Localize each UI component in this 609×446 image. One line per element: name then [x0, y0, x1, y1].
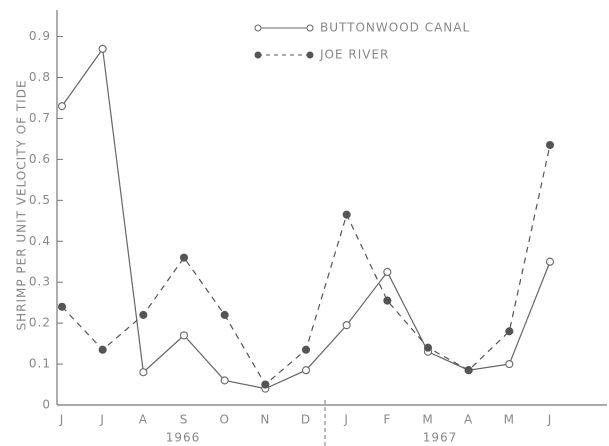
x-tick-label: N [260, 413, 270, 427]
x-tick-label: F [383, 413, 391, 427]
point [342, 321, 351, 330]
x-tick-label: O [219, 413, 229, 427]
x-tick-label: S [180, 413, 189, 427]
x-tick-label: M [504, 413, 515, 427]
x-tick-label: D [301, 413, 311, 427]
x-tick-label: J [59, 413, 65, 427]
point [342, 210, 351, 219]
legend-marker [254, 51, 262, 59]
x-tick-label: A [139, 413, 148, 427]
y-tick-label: 0.9 [29, 29, 51, 43]
point [505, 327, 514, 336]
point [57, 102, 67, 111]
year-label: 1967 [423, 431, 458, 445]
point [505, 360, 514, 369]
y-tick-label: 0.4 [29, 234, 51, 248]
legend-marker [306, 51, 314, 59]
point [545, 257, 555, 266]
point [139, 368, 148, 377]
legend-label: BUTTONWOOD CANAL [320, 21, 470, 35]
y-axis-label: SHRIMP PER UNIT VELOCITY OF TIDE [15, 79, 29, 330]
point [98, 44, 107, 53]
point [301, 366, 311, 375]
y-tick-label: 0.3 [29, 275, 51, 289]
point [57, 302, 67, 311]
legend-marker [254, 24, 262, 32]
series-line [61, 47, 551, 390]
y-tick-label: 0 [42, 398, 51, 412]
point [139, 310, 148, 319]
point [383, 267, 392, 277]
x-tick-label: M [422, 413, 433, 427]
point [98, 345, 107, 354]
point [545, 140, 555, 150]
y-tick-label: 0.8 [29, 70, 51, 84]
y-tick-label: 0.5 [29, 193, 51, 207]
x-tick-label: A [464, 413, 473, 427]
point [220, 376, 229, 385]
point [383, 296, 392, 305]
x-tick-label: J [343, 413, 349, 427]
y-tick-label: 0.2 [29, 316, 51, 330]
point [220, 310, 229, 319]
legend-marker [306, 24, 314, 32]
point [423, 343, 433, 352]
point [301, 345, 311, 354]
point [464, 366, 473, 375]
x-tick-label: J [547, 413, 553, 427]
point [179, 253, 189, 262]
point [261, 380, 270, 389]
legend-label: JOE RIVER [319, 48, 389, 62]
point [179, 331, 189, 340]
y-tick-label: 0.7 [29, 111, 51, 125]
y-tick-label: 0.6 [29, 152, 51, 166]
y-tick-label: 0.1 [29, 357, 51, 371]
year-label: 1966 [166, 431, 201, 445]
x-tick-label: J [99, 413, 105, 427]
